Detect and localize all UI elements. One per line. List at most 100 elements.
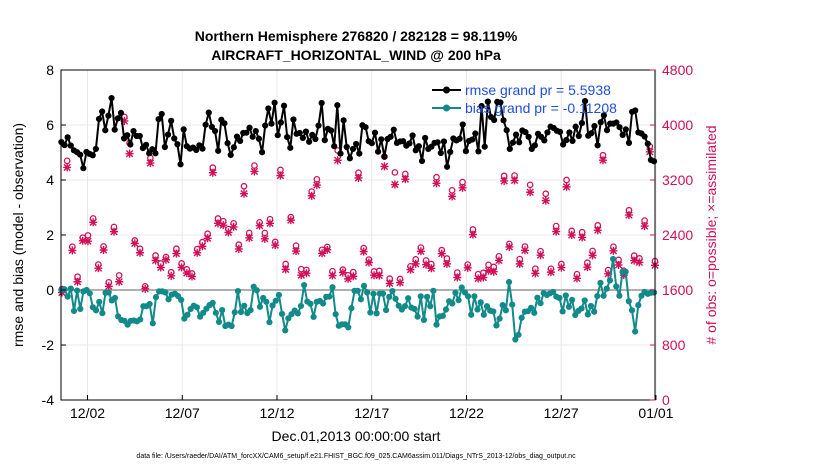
rmse-point xyxy=(255,135,263,142)
bias-point xyxy=(452,289,459,296)
bias-point xyxy=(70,307,78,314)
rmse-point xyxy=(296,129,303,137)
right-tick-label: 0 xyxy=(662,392,670,408)
rmse-point xyxy=(619,131,626,138)
rmse-point xyxy=(503,127,510,134)
obs-assimilated-marker xyxy=(115,277,124,286)
bias-point xyxy=(96,298,103,305)
obs-assimilated-marker xyxy=(151,256,160,265)
rmse-point xyxy=(99,108,106,115)
bias-point xyxy=(433,321,440,328)
obs-assimilated-marker xyxy=(630,256,639,265)
bias-point xyxy=(490,308,497,315)
left-axis-ticks: -4 -2 0 2 4 6 8 xyxy=(42,62,66,408)
obs-possible-marker xyxy=(391,169,399,176)
legend-rmse-text: rmse grand pr = 5.5938 xyxy=(465,82,611,98)
rmse-point xyxy=(522,129,529,136)
obs-assimilated-marker xyxy=(229,222,238,231)
right-axis-label: # of obs: o=possible; ×=assimilated xyxy=(703,125,719,344)
bias-point xyxy=(215,318,223,325)
rmse-point xyxy=(114,115,121,122)
rmse-point xyxy=(246,124,253,131)
rmse-point xyxy=(616,124,623,131)
left-tick-label: 4 xyxy=(46,172,54,188)
bias-point xyxy=(628,307,636,314)
rmse-point xyxy=(80,165,87,172)
obs-assimilated-marker xyxy=(614,260,623,269)
chart-title-line2: AIRCRAFT_HORIZONTAL_WIND @ 200 hPa xyxy=(211,47,501,63)
bias-point xyxy=(502,307,509,314)
rmse-point xyxy=(161,143,168,151)
rmse-point xyxy=(215,147,222,154)
bias-point xyxy=(297,302,305,310)
bias-point xyxy=(253,287,260,294)
obs-assimilated-marker xyxy=(531,269,540,278)
bias-point xyxy=(74,287,81,294)
left-tick-label: -2 xyxy=(42,337,55,353)
obs-assimilated-marker xyxy=(385,279,394,288)
bias-point xyxy=(420,316,428,324)
obs-assimilated-marker xyxy=(624,211,633,220)
rmse-point xyxy=(334,102,341,109)
rmse-point xyxy=(569,137,576,145)
obs-assimilated-marker xyxy=(203,234,212,243)
bias-point xyxy=(266,319,273,326)
rmse-point xyxy=(77,151,84,158)
obs-assimilated-marker xyxy=(640,222,649,231)
bias-point xyxy=(354,287,361,294)
rmse-point xyxy=(594,142,601,149)
rmse-point xyxy=(563,137,570,144)
rmse-point xyxy=(588,130,595,137)
bias-point xyxy=(247,306,254,314)
obs-assimilated-marker xyxy=(286,216,295,225)
rmse-point xyxy=(349,145,357,153)
bias-point xyxy=(584,311,591,318)
rmse-point xyxy=(356,150,363,157)
obs-assimilated-marker xyxy=(422,260,431,269)
bias-point xyxy=(414,313,421,320)
bias-point xyxy=(417,293,424,300)
obs-assimilated-marker xyxy=(156,263,165,272)
obs-assimilated-marker xyxy=(448,192,457,201)
bias-point xyxy=(370,290,377,297)
obs-assimilated-marker xyxy=(328,271,337,280)
bias-point xyxy=(449,300,456,307)
obs-assimilated-marker xyxy=(307,191,316,200)
bias-point xyxy=(650,289,658,296)
legend-bias-text: bias grand pr = -0.11208 xyxy=(465,100,617,116)
obs-assimilated-marker xyxy=(146,159,155,168)
bias-point xyxy=(278,310,286,318)
left-tick-label: 0 xyxy=(46,282,54,298)
rmse-point xyxy=(447,148,454,156)
bias-point xyxy=(442,306,450,313)
right-tick-label: 4000 xyxy=(662,117,693,133)
obs-assimilated-marker xyxy=(68,246,77,255)
legend-rmse-marker xyxy=(443,86,450,94)
obs-possible-marker xyxy=(526,181,534,189)
rmse-point xyxy=(237,137,244,145)
bias-point xyxy=(568,296,576,303)
left-tick-label: -4 xyxy=(42,392,55,408)
x-tick-label: 12/27 xyxy=(544,405,579,421)
rmse-point xyxy=(108,94,115,102)
obs-assimilated-marker xyxy=(245,233,254,242)
rmse-point xyxy=(202,121,209,128)
obs-assimilated-marker xyxy=(458,183,467,192)
rmse-point xyxy=(127,141,134,148)
obs-assimilated-marker xyxy=(94,264,103,273)
obs-assimilated-marker xyxy=(323,245,332,254)
obs-assimilated-marker xyxy=(406,265,415,274)
bias-point xyxy=(61,286,68,293)
bias-point xyxy=(373,310,380,317)
bias-point xyxy=(587,302,595,310)
bias-point xyxy=(319,300,327,307)
bias-point xyxy=(411,305,418,313)
bias-point xyxy=(556,294,563,302)
bias-point xyxy=(111,294,119,302)
bias-point xyxy=(99,310,106,317)
bias-point xyxy=(509,301,516,308)
obs-assimilated-marker xyxy=(432,179,441,188)
rmse-point xyxy=(491,116,498,124)
rmse-point xyxy=(516,139,523,146)
